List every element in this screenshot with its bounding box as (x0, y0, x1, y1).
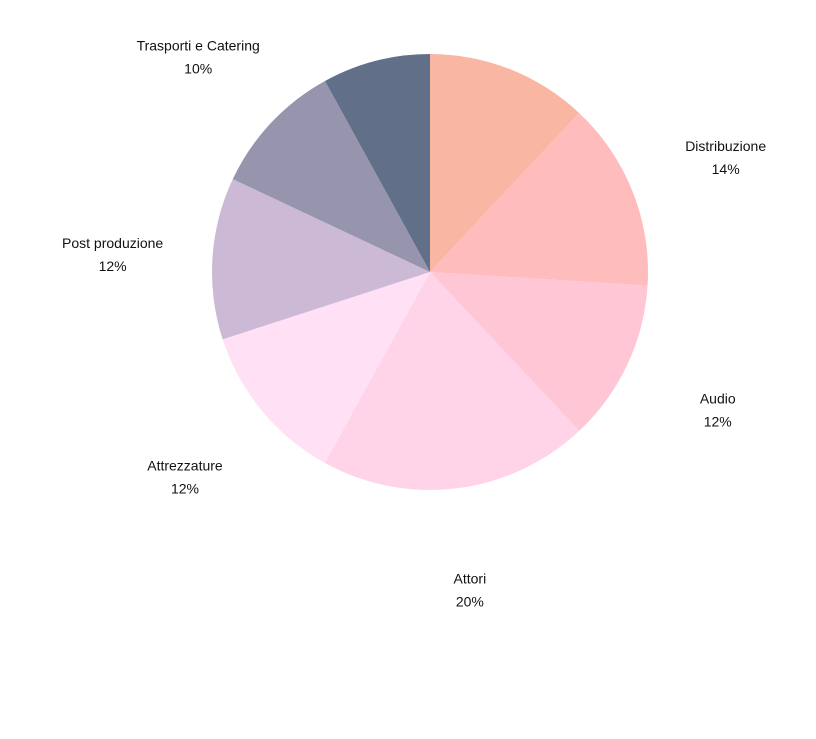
pie-slices (212, 54, 648, 490)
slice-label-attori: Attori 20% (454, 570, 487, 609)
pie-slice-distribuzione (430, 113, 648, 286)
slice-label-trasporti-e-catering: Trasporti e Catering 10% (137, 37, 260, 76)
slice-name: Distribuzione (685, 138, 766, 154)
slice-percent: 20% (456, 593, 484, 609)
slice-label-distribuzione: Distribuzione 14% (685, 138, 766, 177)
pie-slice-costumi-e-trucco (324, 54, 430, 272)
slice-percent: 10% (184, 60, 212, 76)
slice-name: Attrezzature (147, 458, 223, 474)
slice-percent: 12% (171, 481, 199, 497)
slice-name: Post produzione (62, 235, 163, 251)
slice-label-attrezzature: Attrezzature 12% (147, 458, 223, 497)
pie-slice-attori (324, 272, 580, 490)
pie-slice-post-produzione (212, 179, 430, 340)
slice-name: Attori (454, 570, 487, 586)
pie-slice-fotografia (430, 54, 580, 272)
pie-slice-attrezzature (222, 272, 430, 464)
pie-labels: Fotografia12%Distribuzione14%Audio12%Att… (62, 37, 766, 609)
slice-label-audio: Audio 12% (700, 390, 736, 429)
slice-name: Audio (700, 390, 736, 406)
slice-name: Trasporti e Catering (137, 37, 260, 53)
pie-slice-audio (430, 272, 648, 431)
slice-percent: 12% (704, 413, 732, 429)
slice-percent: 14% (712, 161, 740, 177)
slice-label-post-produzione: Post produzione 12% (62, 235, 163, 274)
pie-slice-trasporti-e-catering (232, 80, 430, 272)
slice-percent: 12% (99, 258, 127, 274)
